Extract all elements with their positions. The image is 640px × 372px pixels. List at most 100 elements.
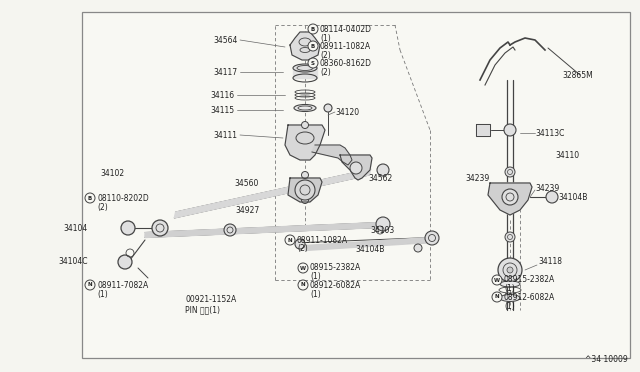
- Circle shape: [152, 220, 168, 236]
- Circle shape: [504, 124, 516, 136]
- Circle shape: [118, 255, 132, 269]
- Text: 34120: 34120: [335, 108, 359, 116]
- Polygon shape: [293, 68, 317, 78]
- Text: (1): (1): [310, 289, 321, 298]
- Text: (1): (1): [310, 273, 321, 282]
- Text: N: N: [301, 282, 305, 288]
- Text: N: N: [288, 237, 292, 243]
- Circle shape: [505, 232, 515, 242]
- Text: 08114-0402D: 08114-0402D: [320, 25, 372, 33]
- Text: 34104: 34104: [64, 224, 88, 232]
- Circle shape: [414, 244, 422, 252]
- Polygon shape: [305, 237, 430, 250]
- Text: 08915-2382A: 08915-2382A: [504, 276, 556, 285]
- Text: 34103: 34103: [370, 225, 394, 234]
- Text: (2): (2): [320, 67, 331, 77]
- Circle shape: [502, 189, 518, 205]
- Text: 34104B: 34104B: [558, 192, 588, 202]
- Circle shape: [298, 263, 308, 273]
- Circle shape: [498, 258, 522, 282]
- Text: B: B: [311, 26, 315, 32]
- Text: B: B: [311, 44, 315, 48]
- Ellipse shape: [500, 281, 520, 287]
- Text: 08915-2382A: 08915-2382A: [310, 263, 361, 273]
- Text: 34117: 34117: [213, 67, 237, 77]
- Text: 08912-6082A: 08912-6082A: [310, 280, 361, 289]
- Circle shape: [85, 193, 95, 203]
- Polygon shape: [174, 169, 371, 218]
- Text: 34104C: 34104C: [58, 257, 88, 266]
- Text: 08911-7082A: 08911-7082A: [97, 280, 148, 289]
- Text: 34110: 34110: [555, 151, 579, 160]
- Ellipse shape: [294, 105, 316, 112]
- Circle shape: [121, 221, 135, 235]
- Text: (1): (1): [97, 289, 108, 298]
- Text: 08110-8202D: 08110-8202D: [97, 193, 148, 202]
- Text: 34102: 34102: [100, 169, 124, 177]
- Text: (1): (1): [504, 301, 515, 311]
- Circle shape: [308, 41, 318, 51]
- Text: 34116: 34116: [210, 90, 234, 99]
- Text: (1): (1): [320, 33, 331, 42]
- Circle shape: [285, 235, 295, 245]
- Text: 34104B: 34104B: [355, 246, 385, 254]
- Circle shape: [224, 224, 236, 236]
- Polygon shape: [488, 183, 532, 215]
- Text: 34239: 34239: [535, 183, 559, 192]
- Circle shape: [376, 217, 390, 231]
- Text: W: W: [300, 266, 306, 270]
- Circle shape: [377, 164, 389, 176]
- Polygon shape: [288, 178, 322, 202]
- Circle shape: [308, 24, 318, 34]
- Text: 34111: 34111: [213, 131, 237, 140]
- Text: 32865M: 32865M: [562, 71, 593, 80]
- Polygon shape: [285, 125, 325, 160]
- Circle shape: [301, 196, 308, 203]
- Text: 08911-1082A: 08911-1082A: [297, 235, 348, 244]
- Text: N: N: [495, 295, 499, 299]
- Ellipse shape: [500, 295, 520, 301]
- Polygon shape: [290, 32, 320, 60]
- Text: S: S: [311, 61, 315, 65]
- Text: 34113C: 34113C: [535, 128, 564, 138]
- Circle shape: [425, 231, 439, 245]
- Text: 00921-1152A: 00921-1152A: [185, 295, 236, 305]
- Text: (2): (2): [320, 51, 331, 60]
- Circle shape: [492, 275, 502, 285]
- Polygon shape: [340, 155, 372, 180]
- Text: (2): (2): [297, 244, 308, 253]
- Text: 34564: 34564: [213, 35, 237, 45]
- Text: 08911-1082A: 08911-1082A: [320, 42, 371, 51]
- Circle shape: [85, 280, 95, 290]
- Polygon shape: [476, 124, 490, 136]
- Text: PIN ピン(1): PIN ピン(1): [185, 305, 220, 314]
- Polygon shape: [145, 222, 380, 237]
- Text: 34239: 34239: [466, 173, 490, 183]
- Bar: [82, 12, 630, 358]
- Text: 34927: 34927: [235, 205, 259, 215]
- Text: 08912-6082A: 08912-6082A: [504, 292, 556, 301]
- Circle shape: [301, 171, 308, 179]
- Circle shape: [505, 167, 515, 177]
- Ellipse shape: [293, 64, 317, 72]
- Text: B: B: [88, 196, 92, 201]
- Circle shape: [308, 58, 318, 68]
- Circle shape: [546, 191, 558, 203]
- Circle shape: [298, 280, 308, 290]
- Text: 34562: 34562: [368, 173, 392, 183]
- Circle shape: [295, 180, 315, 200]
- Text: 34560: 34560: [234, 179, 259, 187]
- Circle shape: [492, 292, 502, 302]
- Text: (2): (2): [97, 202, 108, 212]
- Text: 34118: 34118: [538, 257, 562, 266]
- Polygon shape: [312, 145, 352, 165]
- Text: (1): (1): [504, 285, 515, 294]
- Circle shape: [295, 239, 305, 249]
- Circle shape: [350, 162, 362, 174]
- Text: ^34 10009: ^34 10009: [585, 356, 628, 365]
- Circle shape: [507, 267, 513, 273]
- Circle shape: [301, 122, 308, 128]
- Text: 34115: 34115: [210, 106, 234, 115]
- Circle shape: [324, 104, 332, 112]
- Text: N: N: [88, 282, 92, 288]
